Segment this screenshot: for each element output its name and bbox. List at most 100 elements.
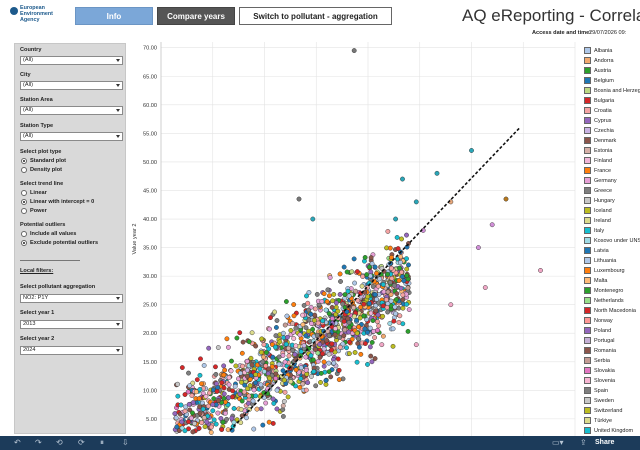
legend-item[interactable]: Finland [584,156,640,165]
share-button[interactable]: Share [595,439,615,446]
legend-item[interactable]: Denmark [584,136,640,145]
data-point [303,333,309,339]
legend-item[interactable]: North Macedonia [584,306,640,315]
data-point [330,298,336,304]
legend-item[interactable]: Luxembourg [584,266,640,275]
year1-select[interactable]: 2013 [20,320,123,329]
radio-unselected-icon [21,190,27,196]
data-point [359,283,365,289]
redo-icon[interactable]: ↷ [35,438,42,447]
data-point [211,417,217,423]
compare-years-button[interactable]: Compare years [157,7,235,25]
radio-trend-linear-intercept0[interactable]: Linear with intercept = 0 [21,199,94,205]
legend-swatch [584,47,591,54]
radio-density-plot[interactable]: Density plot [21,167,62,173]
refresh-icon[interactable]: ⟳ [78,438,85,447]
legend-item[interactable]: Portugal [584,336,640,345]
legend-item[interactable]: Sweden [584,396,640,405]
legend-item[interactable]: Malta [584,276,640,285]
city-select[interactable]: (All) [20,81,123,90]
legend-item[interactable]: Germany [584,176,640,185]
data-point [374,319,380,325]
legend-item[interactable]: Slovenia [584,376,640,385]
radio-trend-power[interactable]: Power [21,208,47,214]
legend-item[interactable]: Romania [584,346,640,355]
data-point [238,370,243,376]
legend-item[interactable]: Türkiye [584,416,640,425]
legend-item[interactable]: Italy [584,226,640,235]
data-point [175,381,181,387]
station-area-select[interactable]: (All) [20,106,123,115]
legend-item[interactable]: Hungary [584,196,640,205]
legend-item[interactable]: United Kingdom [584,426,640,435]
legend-item[interactable]: Andorra [584,56,640,65]
data-point [397,265,402,271]
data-point [404,273,410,278]
data-point [358,351,364,357]
data-point [332,349,338,355]
legend-item[interactable]: Montenegro [584,286,640,295]
legend-item[interactable]: Bosnia and Herzegovina [584,86,640,95]
switch-pollutant-button[interactable]: Switch to pollutant - aggregation [239,7,392,25]
radio-include-all[interactable]: Include all values [21,231,76,237]
pause-icon[interactable]: ⏸ [100,438,104,447]
page-title: AQ eReporting - Correla [462,6,640,25]
legend-item[interactable]: Slovakia [584,366,640,375]
legend-item[interactable]: Cyprus [584,116,640,125]
radio-density-plot-label: Density plot [30,167,63,173]
device-layout-icon[interactable]: ▭▾ [552,438,564,447]
data-point [190,429,196,435]
legend-item[interactable]: Serbia [584,356,640,365]
data-point [189,393,195,399]
data-point [315,359,321,364]
scatter-chart[interactable]: 5.00 10.00 15.00 20.00 25.00 30.00 35.00 40.00 4… [127,42,581,436]
legend-item[interactable]: Latvia [584,246,640,255]
data-point [336,367,342,373]
legend-swatch [584,337,591,344]
country-label: Country [20,47,42,53]
station-type-select[interactable]: (All) [20,132,123,141]
legend-item[interactable]: Lithuania [584,256,640,265]
legend-item[interactable]: Croatia [584,106,640,115]
download-icon[interactable]: ⇩ [122,438,129,447]
legend-item[interactable]: Albania [584,46,640,55]
share-icon[interactable]: ⇪ [580,438,587,447]
info-button[interactable]: Info [75,7,153,25]
radio-exclude-outliers[interactable]: Exclude potential outliers [21,240,98,246]
legend-swatch [584,67,591,74]
legend-item[interactable]: Czechia [584,126,640,135]
legend-item[interactable]: Norway [584,316,640,325]
station-area-label: Station Area [20,97,53,103]
radio-trend-linear[interactable]: Linear [21,190,47,196]
country-select[interactable]: (All) [20,56,123,65]
revert-icon[interactable]: ⟲ [56,438,63,447]
data-point [346,293,352,299]
legend-item[interactable]: Greece [584,186,640,195]
radio-standard-plot[interactable]: Standard plot [21,158,66,164]
legend-item[interactable]: Austria [584,66,640,75]
legend-label: Greece [594,187,613,194]
legend-item[interactable]: France [584,166,640,175]
legend-item[interactable]: Ireland [584,216,640,225]
data-point [266,366,272,372]
legend-swatch [584,427,591,434]
year2-select[interactable]: 2024 [20,346,123,355]
pollutant-select[interactable]: NO2: P1Y [20,294,123,303]
legend-item[interactable]: Switzerland [584,406,640,415]
legend-item[interactable]: Estonia [584,146,640,155]
data-point [303,387,309,393]
data-point [370,318,376,323]
legend-item[interactable]: Iceland [584,206,640,215]
undo-icon[interactable]: ↶ [14,438,21,447]
chevron-down-icon [116,84,120,87]
data-point [208,429,214,435]
legend-item[interactable]: Spain [584,386,640,395]
data-point [237,391,243,397]
legend-item[interactable]: Kosovo under UNSCR 1244/99 [584,236,640,245]
legend-item[interactable]: Netherlands [584,296,640,305]
legend-item[interactable]: Bulgaria [584,96,640,105]
legend-swatch [584,107,591,114]
legend-item[interactable]: Poland [584,326,640,335]
legend-item[interactable]: Belgium [584,76,640,85]
data-point [388,265,394,271]
